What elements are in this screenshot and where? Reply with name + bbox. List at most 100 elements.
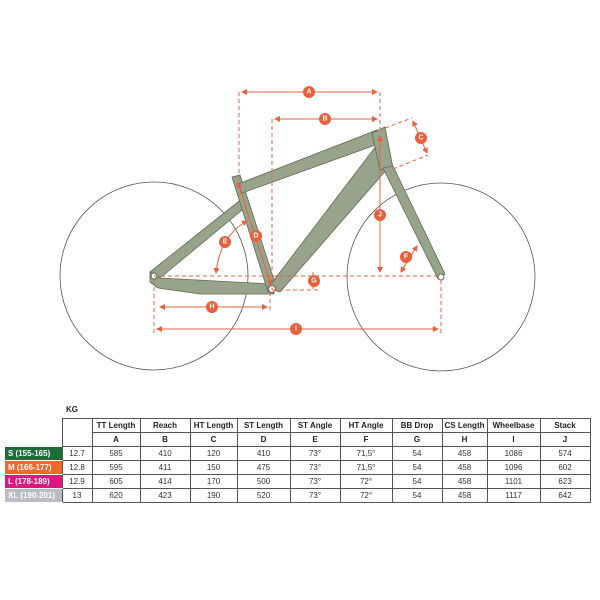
table-cell: 414 xyxy=(139,474,191,489)
table-cell: 73° xyxy=(289,488,341,503)
table-cell: 410 xyxy=(236,446,291,461)
dimension-badge-b: B xyxy=(319,113,331,125)
weight-column-label: KG xyxy=(66,405,78,414)
weight-cell: 12.9 xyxy=(61,474,93,489)
table-cell: 458 xyxy=(441,488,488,503)
svg-text:J: J xyxy=(378,212,382,219)
table-cell: 73° xyxy=(289,460,341,475)
chain-stay xyxy=(149,271,275,295)
table-row: XL (190-201) 13 620 423 190 520 73° 72° 54 458 111… xyxy=(5,488,591,503)
table-cell: 642 xyxy=(539,488,591,503)
svg-text:C: C xyxy=(418,135,423,142)
svg-text:F: F xyxy=(404,254,409,261)
table-cell: 72° xyxy=(339,488,393,503)
column-header: CS Length xyxy=(441,418,488,433)
table-cell: 1096 xyxy=(486,460,541,475)
header-row: TT Length Reach HT Length ST Length ST Angle… xyxy=(5,418,591,447)
table-cell: 602 xyxy=(539,460,591,475)
table-cell: 54 xyxy=(391,446,443,461)
column-letter: I xyxy=(486,432,541,447)
svg-text:E: E xyxy=(223,239,228,246)
column-header: ST Length xyxy=(236,418,291,433)
column-header: HT Angle xyxy=(339,418,393,433)
table-row: M (166-177) 12.8 595 411 150 475 73° 71,5° 54 458… xyxy=(5,460,591,475)
column-header: Reach xyxy=(139,418,191,433)
column-header: TT Length xyxy=(91,418,141,433)
column-header: HT Length xyxy=(189,418,238,433)
table-cell: 595 xyxy=(91,460,141,475)
fork xyxy=(382,165,446,280)
size-label: L (178-189) xyxy=(5,474,62,489)
table-cell: 574 xyxy=(539,446,591,461)
weight-cell: 12.7 xyxy=(61,446,93,461)
table-cell: 423 xyxy=(139,488,191,503)
table-cell: 54 xyxy=(391,460,443,475)
table-cell: 458 xyxy=(441,446,488,461)
column-letter: C xyxy=(189,432,238,447)
column-header: ST Angle xyxy=(289,418,341,433)
table-cell: 605 xyxy=(91,474,141,489)
dimension-badge-a: A xyxy=(303,86,315,98)
size-label: S (155-165) xyxy=(5,446,62,461)
dimension-badge-c: C xyxy=(415,132,427,144)
table-cell: 72° xyxy=(339,474,393,489)
table-cell: 623 xyxy=(539,474,591,489)
table-cell: 150 xyxy=(189,460,238,475)
weight-cell: 13 xyxy=(61,488,93,503)
column-letter: J xyxy=(539,432,591,447)
table-cell: 73° xyxy=(289,474,341,489)
table-cell: 54 xyxy=(391,474,443,489)
geometry-diagram: A B C D E F G H I J xyxy=(59,86,536,372)
dimension-badge-j: J xyxy=(374,209,386,221)
geometry-table: TT Length Reach HT Length ST Length ST Angle… xyxy=(5,418,591,503)
column-letter: F xyxy=(339,432,393,447)
table-cell: 1101 xyxy=(486,474,541,489)
column-header: Stack xyxy=(539,418,591,433)
column-header: Wheelbase xyxy=(486,418,541,433)
dimension-badge-g: G xyxy=(308,275,320,287)
table-cell: 458 xyxy=(441,460,488,475)
svg-text:A: A xyxy=(306,89,311,96)
front-axle xyxy=(437,273,445,281)
weight-cell: 12.8 xyxy=(61,460,93,475)
table-cell: 54 xyxy=(391,488,443,503)
svg-text:I: I xyxy=(295,326,297,333)
column-letter: G xyxy=(391,432,443,447)
table-cell: 620 xyxy=(91,488,141,503)
svg-text:B: B xyxy=(322,116,327,123)
column-header: BB Drop xyxy=(391,418,443,433)
table-cell: 190 xyxy=(189,488,238,503)
table-cell: 411 xyxy=(139,460,191,475)
table-cell: 475 xyxy=(236,460,291,475)
column-letter: H xyxy=(441,432,488,447)
column-letter: E xyxy=(289,432,341,447)
dimension-badge-e: E xyxy=(219,236,231,248)
table-cell: 585 xyxy=(91,446,141,461)
bike-frame xyxy=(149,126,446,295)
table-cell: 1117 xyxy=(486,488,541,503)
column-letter: A xyxy=(91,432,141,447)
table-cell: 73° xyxy=(289,446,341,461)
column-letter: D xyxy=(236,432,291,447)
dimension-badge-f: F xyxy=(400,251,412,263)
front-wheel xyxy=(346,182,536,372)
table-row: L (178-189) 12.9 605 414 170 500 73° 72° 54 458 11… xyxy=(5,474,591,489)
table-cell: 520 xyxy=(236,488,291,503)
dimension-badge-i: I xyxy=(290,323,302,335)
table-cell: 170 xyxy=(189,474,238,489)
column-letter: B xyxy=(139,432,191,447)
table-cell: 120 xyxy=(189,446,238,461)
table-cell: 410 xyxy=(139,446,191,461)
dimension-badge-h: H xyxy=(206,301,218,313)
svg-text:D: D xyxy=(253,233,258,240)
svg-text:G: G xyxy=(311,278,317,285)
table-cell: 71,5° xyxy=(339,446,393,461)
size-label: M (166-177) xyxy=(5,460,62,475)
table-cell: 458 xyxy=(441,474,488,489)
size-label: XL (190-201) xyxy=(5,488,62,503)
table-cell: 500 xyxy=(236,474,291,489)
table-cell: 1086 xyxy=(486,446,541,461)
table-cell: 71,5° xyxy=(339,460,393,475)
dimension-badge-d: D xyxy=(250,230,262,242)
